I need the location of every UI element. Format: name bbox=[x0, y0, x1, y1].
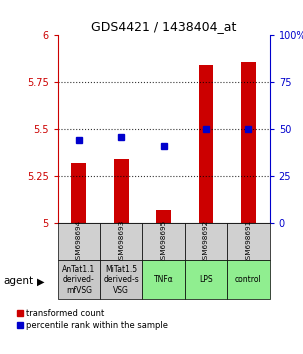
Text: GSM698691: GSM698691 bbox=[245, 219, 251, 264]
Bar bbox=[72, 163, 86, 223]
Title: GDS4421 / 1438404_at: GDS4421 / 1438404_at bbox=[91, 20, 236, 33]
Bar bbox=[241, 62, 256, 223]
Bar bbox=[199, 65, 213, 223]
Bar bbox=[142, 260, 185, 299]
Text: GSM698693: GSM698693 bbox=[118, 219, 124, 264]
Text: GSM698694: GSM698694 bbox=[76, 219, 82, 264]
Bar bbox=[227, 223, 270, 260]
Text: ▶: ▶ bbox=[37, 276, 45, 286]
Bar bbox=[58, 223, 100, 260]
Bar bbox=[114, 159, 128, 223]
Text: control: control bbox=[235, 275, 262, 284]
Text: LPS: LPS bbox=[199, 275, 213, 284]
Bar bbox=[100, 223, 142, 260]
Bar bbox=[156, 210, 171, 223]
Text: GSM698692: GSM698692 bbox=[203, 219, 209, 264]
Bar bbox=[185, 260, 227, 299]
Legend: transformed count, percentile rank within the sample: transformed count, percentile rank withi… bbox=[16, 309, 168, 330]
Bar bbox=[142, 223, 185, 260]
Bar bbox=[185, 223, 227, 260]
Bar bbox=[100, 260, 142, 299]
Bar bbox=[58, 260, 100, 299]
Bar bbox=[227, 260, 270, 299]
Text: GSM698695: GSM698695 bbox=[161, 219, 167, 264]
Text: agent: agent bbox=[3, 276, 33, 286]
Text: TNFα: TNFα bbox=[154, 275, 174, 284]
Text: AnTat1.1
derived-
mfVSG: AnTat1.1 derived- mfVSG bbox=[62, 265, 95, 295]
Text: MiTat1.5
derived-s
VSG: MiTat1.5 derived-s VSG bbox=[103, 265, 139, 295]
